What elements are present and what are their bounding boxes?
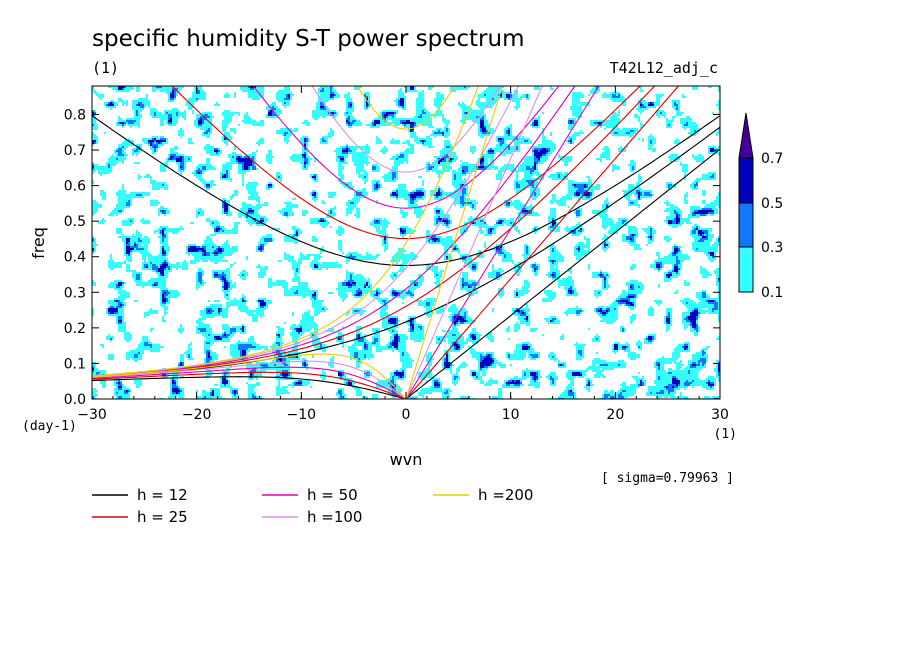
curve-gravity-h25 [171, 86, 641, 240]
sigma-annotation: [ sigma=0.79963 ] [601, 471, 734, 486]
colorbar-level-label: 0.1 [761, 285, 783, 301]
y-tick-label: 0.7 [64, 143, 86, 159]
x-unit-label: (1) [714, 427, 737, 442]
colorbar-segment [738, 246, 754, 293]
legend-label-h100: h =100 [307, 508, 362, 526]
curve-mrg-h25 [92, 86, 656, 378]
y-tick-label: 0.2 [64, 321, 86, 337]
curve-kelvin-h12 [405, 148, 720, 399]
dispersion-curves [92, 86, 720, 399]
legend-label-h12: h = 12 [137, 486, 188, 504]
colorbar-level-label: 0.7 [761, 151, 783, 167]
curve-kelvin-h25 [405, 86, 680, 399]
curve-rossby-h12 [92, 376, 407, 399]
chart-title: specific humidity S-T power spectrum [92, 26, 524, 52]
x-axis-ticks: −30 −20 −10 0 10 20 30 [77, 86, 729, 423]
y-tick-label: 0.6 [64, 179, 86, 195]
curve-rossby-h100 [92, 360, 407, 399]
legend-label-h200: h =200 [478, 486, 533, 504]
curve-mrg-h50 [92, 86, 576, 377]
y-unit-label: (day-1) [22, 419, 77, 434]
chart-subtitle-right: T42L12_adj_c [610, 59, 718, 77]
chart-subtitle-left: (1) [92, 59, 119, 77]
colorbar: 0.1 0.3 0.5 0.7 [738, 112, 783, 301]
legend: h = 12 h = 25 h = 50 h =100 h =200 [92, 486, 533, 526]
y-tick-label: 0.4 [64, 250, 86, 266]
curve-gravity-h50 [252, 86, 560, 209]
curve-rossby-h50 [92, 366, 407, 399]
y-tick-label: 0.0 [64, 392, 86, 408]
curve-rossby-h200 [92, 353, 407, 399]
x-tick-label: 30 [711, 407, 729, 423]
curve-mrg-h12 [92, 126, 720, 378]
x-tick-label: 0 [402, 407, 411, 423]
y-tick-label: 0.1 [64, 356, 86, 372]
x-tick-label: −20 [182, 407, 212, 423]
curve-gravity-h12 [92, 115, 720, 267]
y-axis-ticks: 0.0 0.1 0.2 0.3 0.4 0.5 0.6 0.7 0.8 [64, 107, 720, 408]
x-axis-label: wvn [390, 450, 423, 469]
curve-mrg-h200 [92, 86, 480, 377]
curve-rossby-h25 [92, 371, 407, 399]
x-tick-label: 10 [502, 407, 520, 423]
colorbar-segment [738, 157, 754, 204]
curve-mrg-h100 [92, 86, 519, 377]
legend-label-h25: h = 25 [137, 508, 188, 526]
colorbar-segment [738, 202, 754, 249]
colorbar-level-label: 0.3 [761, 240, 783, 256]
y-tick-label: 0.8 [64, 107, 86, 123]
curve-kelvin-h100 [405, 86, 543, 399]
x-tick-label: 20 [606, 407, 624, 423]
y-axis-label: freq [29, 227, 48, 259]
x-tick-label: −10 [287, 407, 317, 423]
colorbar-overflow-triangle [738, 112, 754, 159]
colorbar-level-label: 0.5 [761, 196, 783, 212]
curve-gravity-h100 [311, 86, 501, 173]
curve-kelvin-h50 [405, 86, 600, 399]
y-tick-label: 0.5 [64, 214, 86, 230]
legend-label-h50: h = 50 [307, 486, 358, 504]
y-tick-label: 0.3 [64, 285, 86, 301]
x-tick-label: −30 [77, 407, 107, 423]
curve-kelvin-h200 [405, 86, 503, 399]
curve-gravity-h200 [356, 86, 456, 130]
